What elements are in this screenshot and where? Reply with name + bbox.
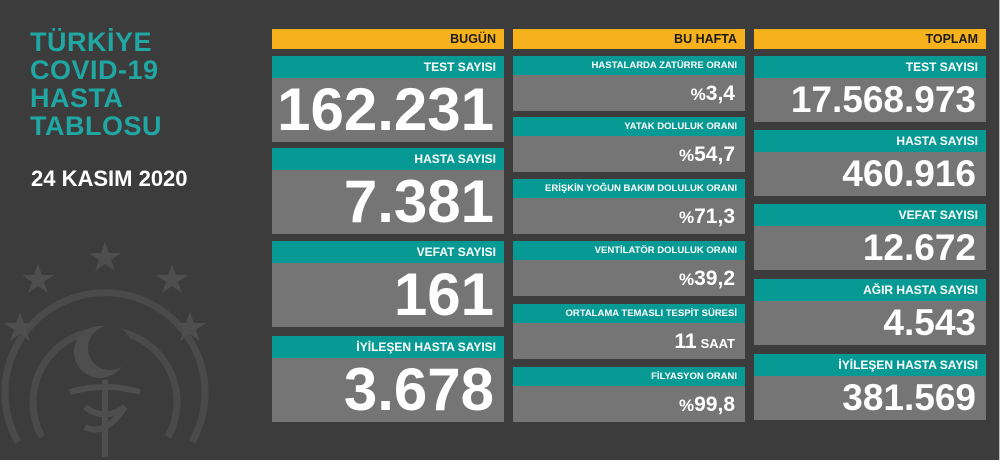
today-test-value: 162.231 — [272, 78, 504, 142]
today-test-label: TEST SAYISI — [272, 56, 504, 78]
week-filiation-label: FİLYASYON ORANI — [513, 367, 745, 386]
value-number: 71,3 — [694, 205, 735, 228]
week-pneumonia-label: HASTALARDA ZATÜRRE ORANI — [513, 56, 745, 75]
percent-sign: % — [679, 208, 695, 227]
week-pneumonia-value: %3,4 — [513, 75, 745, 111]
value-number: 11 — [674, 330, 697, 353]
total-critical-value: 4.543 — [754, 301, 986, 345]
percent-sign: % — [679, 396, 695, 415]
total-header: TOPLAM — [754, 29, 986, 49]
week-ventilator-label: VENTİLATÖR DOLULUK ORANI — [513, 241, 745, 260]
today-case-label: HASTA SAYISI — [272, 148, 504, 170]
week-bed-value: %54,7 — [513, 136, 745, 172]
today-death-value: 161 — [272, 263, 504, 327]
week-icu-label: ERİŞKİN YOĞUN BAKIM DOLULUK ORANI — [513, 179, 745, 198]
total-case-value: 460.916 — [754, 152, 986, 196]
report-date: 24 KASIM 2020 — [31, 166, 188, 191]
value-unit: SAAT — [700, 336, 735, 351]
week-icu-value: %71,3 — [513, 198, 745, 234]
percent-sign: % — [679, 146, 695, 165]
total-test-label: TEST SAYISI — [754, 56, 986, 78]
total-test-value: 17.568.973 — [754, 78, 986, 122]
dashboard-title: TÜRKİYE COVID-19 HASTA TABLOSU — [30, 28, 250, 140]
week-bed-label: YATAK DOLULUK ORANI — [513, 117, 745, 136]
value-number: 3,4 — [705, 82, 735, 105]
today-header: BUGÜN — [272, 29, 504, 49]
percent-sign: % — [690, 85, 706, 104]
value-number: 54,7 — [694, 143, 735, 166]
percent-sign: % — [679, 270, 695, 289]
week-contact-label: ORTALAMA TEMASLI TESPİT SÜRESİ — [513, 304, 745, 323]
week-contact-value: 11 SAAT — [513, 323, 745, 359]
total-death-label: VEFAT SAYISI — [754, 204, 986, 226]
value-number: 99,8 — [694, 393, 735, 416]
today-recovered-value: 3.678 — [272, 358, 504, 422]
total-recovered-value: 381.569 — [754, 376, 986, 420]
week-filiation-value: %99,8 — [513, 386, 745, 422]
total-recovered-label: İYİLEŞEN HASTA SAYISI — [754, 354, 986, 376]
title-line: TÜRKİYE — [30, 27, 153, 57]
title-line: COVID-19 — [30, 55, 159, 85]
total-critical-label: AĞIR HASTA SAYISI — [754, 279, 986, 301]
total-case-label: HASTA SAYISI — [754, 130, 986, 152]
ministry-emblem-icon — [1, 242, 209, 457]
title-line: HASTA — [30, 83, 124, 113]
week-header: BU HAFTA — [513, 29, 745, 49]
total-death-value: 12.672 — [754, 226, 986, 270]
week-ventilator-value: %39,2 — [513, 260, 745, 296]
today-case-value: 7.381 — [272, 170, 504, 234]
value-number: 39,2 — [694, 267, 735, 290]
today-death-label: VEFAT SAYISI — [272, 241, 504, 263]
title-line: TABLOSU — [30, 111, 162, 141]
today-recovered-label: İYİLEŞEN HASTA SAYISI — [272, 336, 504, 358]
